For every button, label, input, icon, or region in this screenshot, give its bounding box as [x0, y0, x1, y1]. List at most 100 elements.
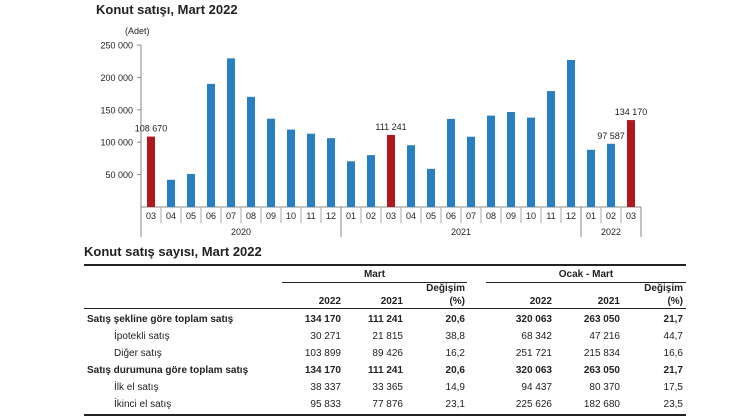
cell-value: 33 365 — [372, 382, 403, 393]
bar — [167, 179, 175, 207]
x-tick-label: 11 — [546, 211, 555, 221]
x-tick-label: 05 — [186, 211, 196, 221]
bar — [607, 143, 615, 207]
bar — [267, 118, 275, 207]
x-tick-label: 03 — [386, 211, 396, 221]
cell-value: 23,1 — [445, 399, 465, 410]
cell-value: 21,7 — [663, 365, 683, 376]
cell-value: 89 426 — [372, 348, 403, 359]
cell-value: 263 050 — [583, 365, 620, 376]
x-tick-label: 04 — [406, 211, 416, 221]
ocak-mart-underline — [486, 282, 686, 283]
bar — [307, 133, 315, 207]
x-tick-label: 12 — [326, 211, 336, 221]
x-tick-label: 04 — [166, 211, 176, 221]
cell-value: 20,6 — [445, 314, 465, 325]
header-rule — [84, 308, 686, 309]
data-label: 111 241 — [375, 122, 406, 132]
y-tick-label: 250 000 — [100, 41, 133, 51]
cell-value: 134 170 — [304, 365, 341, 376]
bar — [247, 96, 255, 207]
bar — [187, 173, 195, 207]
x-tick-label: 03 — [626, 211, 636, 221]
change-unit-header: (%) — [449, 296, 465, 307]
table-top-rule — [84, 264, 686, 266]
cell-value: 30 271 — [310, 331, 341, 342]
row-label: İpotekli satış — [114, 331, 170, 342]
y-axis-unit: (Adet) — [125, 26, 150, 36]
bar — [487, 115, 495, 207]
cell-value: 47 216 — [589, 331, 620, 342]
cell-value: 251 721 — [515, 348, 552, 359]
bar — [587, 149, 595, 207]
bar — [447, 118, 455, 207]
x-tick-label: 02 — [606, 211, 616, 221]
bar — [227, 58, 235, 207]
cell-value: 134 170 — [304, 314, 341, 325]
bar — [387, 134, 395, 207]
change-header: Değişim — [644, 283, 683, 294]
change-unit-header: (%) — [667, 296, 683, 307]
cell-value: 263 050 — [583, 314, 620, 325]
x-tick-label: 08 — [486, 211, 496, 221]
x-tick-label: 09 — [506, 211, 516, 221]
bar — [347, 161, 355, 207]
cell-value: 320 063 — [515, 365, 552, 376]
table-title: Konut satış sayısı, Mart 2022 — [84, 244, 262, 259]
x-tick-label: 01 — [346, 211, 356, 221]
cell-value: 38 337 — [310, 382, 341, 393]
x-tick-label: 06 — [446, 211, 456, 221]
x-tick-label: 10 — [526, 211, 536, 221]
cell-value: 23,5 — [663, 399, 683, 410]
cell-value: 68 342 — [521, 331, 552, 342]
year-header: 2021 — [380, 296, 403, 307]
year-header: 2022 — [318, 296, 341, 307]
cell-value: 182 680 — [583, 399, 620, 410]
group-header-ocak-mart: Ocak - Mart — [558, 269, 614, 280]
cell-value: 320 063 — [515, 314, 552, 325]
x-tick-label: 01 — [586, 211, 596, 221]
year-header: 2021 — [597, 296, 620, 307]
x-tick-label: 11 — [306, 211, 315, 221]
mart-underline — [282, 282, 467, 283]
x-tick-label: 09 — [266, 211, 276, 221]
bar — [627, 120, 635, 207]
cell-value: 77 876 — [372, 399, 403, 410]
cell-value: 94 437 — [521, 382, 552, 393]
cell-value: 111 241 — [367, 314, 403, 325]
year-label: 2020 — [231, 227, 251, 237]
x-tick-label: 08 — [246, 211, 256, 221]
cell-value: 21 815 — [372, 331, 403, 342]
cell-value: 103 899 — [304, 348, 341, 359]
cell-value: 44,7 — [663, 331, 683, 342]
x-tick-label: 06 — [206, 211, 216, 221]
cell-value: 215 834 — [583, 348, 620, 359]
y-tick-label: 200 000 — [100, 73, 133, 83]
data-label: 108 670 — [135, 124, 168, 134]
cell-value: 17,5 — [663, 382, 683, 393]
bar — [207, 83, 215, 207]
bar — [147, 136, 155, 207]
x-tick-label: 07 — [226, 211, 236, 221]
x-tick-label: 07 — [466, 211, 476, 221]
row-label: İlk el satış — [114, 382, 159, 393]
cell-value: 225 626 — [515, 399, 552, 410]
x-tick-label: 10 — [286, 211, 296, 221]
x-tick-label: 02 — [366, 211, 376, 221]
cell-value: 95 833 — [310, 399, 341, 410]
row-label: İkinci el satış — [114, 399, 172, 410]
cell-value: 38,8 — [445, 331, 465, 342]
bar — [567, 60, 575, 207]
cell-value: 80 370 — [589, 382, 620, 393]
year-header: 2022 — [529, 296, 552, 307]
cell-value: 21,7 — [663, 314, 683, 325]
bar — [287, 129, 295, 207]
cell-value: 16,6 — [663, 348, 683, 359]
bar — [407, 145, 415, 207]
bar — [427, 168, 435, 207]
cell-value: 16,2 — [445, 348, 465, 359]
row-label: Satış şekline göre toplam satış — [87, 314, 234, 325]
year-label: 2021 — [451, 227, 471, 237]
y-tick-label: 100 000 — [100, 138, 133, 148]
x-tick-label: 12 — [566, 211, 576, 221]
